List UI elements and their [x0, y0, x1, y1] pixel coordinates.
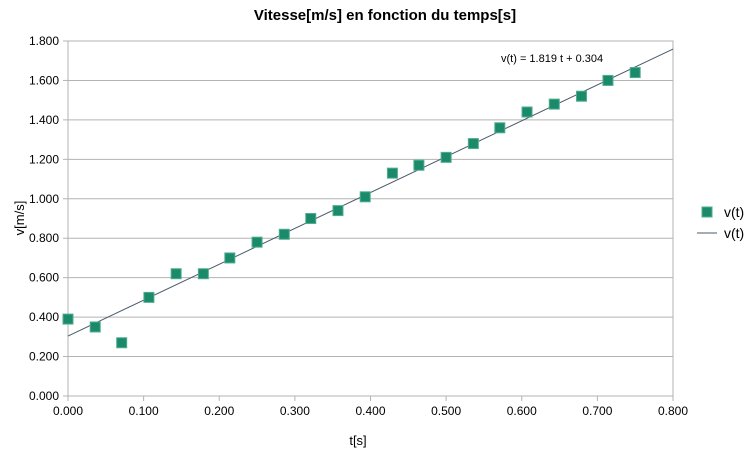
y-tick-label: 0.200 [29, 350, 59, 364]
data-point [602, 74, 614, 86]
x-tick-label: 0.800 [658, 404, 688, 418]
y-tick-label: 1.400 [29, 113, 59, 127]
data-points [62, 67, 641, 349]
legend-label-points: v(t) [724, 204, 744, 220]
x-tick-label: 0.500 [431, 404, 461, 418]
y-tick-label: 0.600 [29, 271, 59, 285]
data-point [467, 138, 479, 150]
data-point [629, 67, 641, 79]
x-axis-label: t[s] [349, 433, 366, 448]
y-tick-label: 1.000 [29, 192, 59, 206]
data-point [521, 106, 533, 118]
data-point [305, 213, 317, 224]
data-point [359, 191, 371, 203]
x-tick-label: 0.400 [355, 404, 385, 418]
x-tick-label: 0.100 [129, 404, 159, 418]
data-point [197, 268, 209, 280]
x-tick-label: 0.300 [280, 404, 310, 418]
data-point [494, 122, 506, 134]
data-point [548, 98, 560, 110]
data-point [143, 291, 155, 303]
data-point [116, 337, 128, 349]
y-tick-label: 0.000 [29, 389, 59, 403]
x-tick-label: 0.600 [507, 404, 537, 418]
y-tick-label: 0.400 [29, 310, 59, 324]
x-axis: 0.000 0.100 0.200 0.300 0.400 0.500 0.600 0.700… [53, 396, 688, 418]
data-point [278, 228, 290, 240]
y-axis: 0.000 0.200 0.400 0.600 0.800 1.000 1.200 1.400… [29, 34, 68, 403]
data-point [332, 205, 344, 217]
data-point [89, 321, 101, 333]
data-point [224, 252, 236, 264]
data-point [386, 167, 398, 179]
data-point [440, 151, 452, 163]
data-point [575, 90, 587, 102]
legend-label-trend: v(t) [724, 225, 744, 241]
data-point [413, 159, 425, 171]
x-tick-label: 0.700 [582, 404, 612, 418]
x-tick-label: 0.200 [204, 404, 234, 418]
legend-marker-square [701, 206, 713, 218]
data-point [170, 268, 182, 280]
y-tick-label: 1.800 [29, 34, 59, 48]
y-axis-label: v[m/s] [12, 201, 27, 236]
data-point [62, 313, 74, 325]
legend: v(t) v(t) [697, 204, 744, 241]
y-tick-label: 1.200 [29, 152, 59, 166]
trendline-equation: v(t) = 1.819 t + 0.304 [501, 53, 603, 65]
x-tick-label: 0.000 [53, 404, 83, 418]
y-tick-label: 1.600 [29, 73, 59, 87]
y-tick-label: 0.800 [29, 231, 59, 245]
data-point [251, 236, 263, 248]
chart-title: Vitesse[m/s] en fonction du temps[s] [254, 7, 516, 24]
